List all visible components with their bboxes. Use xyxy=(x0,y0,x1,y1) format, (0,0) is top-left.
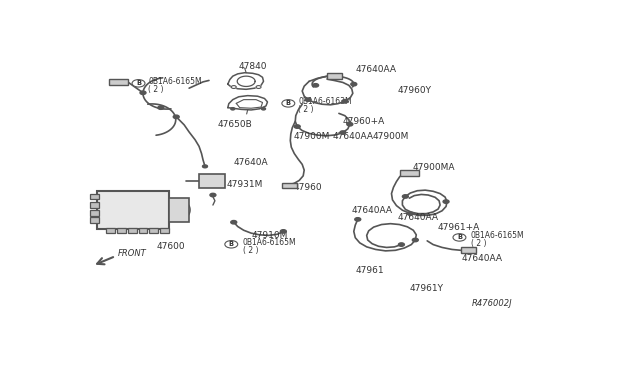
Circle shape xyxy=(355,218,361,221)
Bar xyxy=(138,228,147,232)
Text: 0B1A6-6165M: 0B1A6-6165M xyxy=(243,238,296,247)
Bar xyxy=(282,183,297,188)
Bar xyxy=(90,193,99,199)
Circle shape xyxy=(294,125,300,128)
Circle shape xyxy=(351,83,356,86)
Circle shape xyxy=(140,91,146,94)
Bar xyxy=(400,170,419,176)
Circle shape xyxy=(173,115,179,119)
Circle shape xyxy=(256,86,261,89)
Bar xyxy=(199,174,225,188)
Text: FRONT: FRONT xyxy=(118,249,147,258)
Text: 47650B: 47650B xyxy=(218,121,253,129)
Circle shape xyxy=(347,122,353,126)
Text: 47961+A: 47961+A xyxy=(437,224,479,232)
Text: 47931M: 47931M xyxy=(227,180,262,189)
Circle shape xyxy=(280,230,286,233)
Bar xyxy=(116,228,125,232)
Circle shape xyxy=(399,243,404,246)
Text: R476002J: R476002J xyxy=(472,298,513,308)
Text: ( 2 ): ( 2 ) xyxy=(243,246,258,254)
Circle shape xyxy=(342,100,348,103)
Text: 47640A: 47640A xyxy=(234,158,268,167)
Text: 0B1A6-6165M: 0B1A6-6165M xyxy=(148,77,202,86)
Circle shape xyxy=(231,108,235,110)
Text: 47910M: 47910M xyxy=(251,231,287,240)
Circle shape xyxy=(282,100,295,107)
Bar xyxy=(161,228,169,232)
Circle shape xyxy=(408,212,413,215)
Bar xyxy=(109,79,127,85)
Text: 47900MA: 47900MA xyxy=(412,163,455,172)
Circle shape xyxy=(262,108,266,110)
Bar xyxy=(97,191,169,228)
Text: 47840: 47840 xyxy=(239,62,268,71)
Text: 47640AA: 47640AA xyxy=(333,132,374,141)
Circle shape xyxy=(231,221,237,224)
Text: 47961: 47961 xyxy=(355,266,384,275)
Circle shape xyxy=(443,200,449,203)
Text: 47960: 47960 xyxy=(293,183,322,192)
Bar xyxy=(90,217,99,223)
Text: 47900M: 47900M xyxy=(293,132,330,141)
Bar xyxy=(106,228,115,232)
Text: B: B xyxy=(228,241,234,247)
Circle shape xyxy=(231,86,236,89)
Circle shape xyxy=(403,195,408,198)
Text: 47900M: 47900M xyxy=(372,132,409,141)
Bar xyxy=(169,198,189,222)
Text: 0B1A6-6165M: 0B1A6-6165M xyxy=(471,231,524,240)
Circle shape xyxy=(340,131,346,134)
Bar xyxy=(90,202,99,208)
Circle shape xyxy=(158,106,164,109)
Bar xyxy=(150,228,158,232)
Bar xyxy=(127,228,136,232)
Text: 47600: 47600 xyxy=(157,242,186,251)
Circle shape xyxy=(412,238,419,242)
Circle shape xyxy=(305,98,311,101)
Text: ( 2 ): ( 2 ) xyxy=(471,239,486,248)
Circle shape xyxy=(132,80,145,87)
Text: 0B1A6-6163M: 0B1A6-6163M xyxy=(298,97,352,106)
Circle shape xyxy=(202,165,207,168)
Bar xyxy=(90,210,99,216)
Text: B: B xyxy=(136,80,141,86)
Circle shape xyxy=(225,241,237,248)
Circle shape xyxy=(231,86,236,89)
Text: 47960Y: 47960Y xyxy=(397,86,431,95)
Text: ( 2 ): ( 2 ) xyxy=(298,105,314,113)
Circle shape xyxy=(210,193,216,197)
Text: B: B xyxy=(286,100,291,106)
Text: B: B xyxy=(457,234,462,240)
Text: 47961Y: 47961Y xyxy=(410,284,444,293)
Circle shape xyxy=(256,86,261,89)
Bar xyxy=(461,247,476,253)
Text: 47640AA: 47640AA xyxy=(352,206,393,215)
Text: 47640AA: 47640AA xyxy=(355,65,396,74)
Circle shape xyxy=(312,84,319,87)
Text: 47640AA: 47640AA xyxy=(397,214,438,222)
Text: 47910M: 47910M xyxy=(150,207,186,216)
Text: ( 2 ): ( 2 ) xyxy=(148,84,164,93)
Bar xyxy=(327,73,342,79)
Text: 47960+A: 47960+A xyxy=(343,116,385,126)
Text: 47640AA: 47640AA xyxy=(462,254,503,263)
Circle shape xyxy=(453,234,466,241)
